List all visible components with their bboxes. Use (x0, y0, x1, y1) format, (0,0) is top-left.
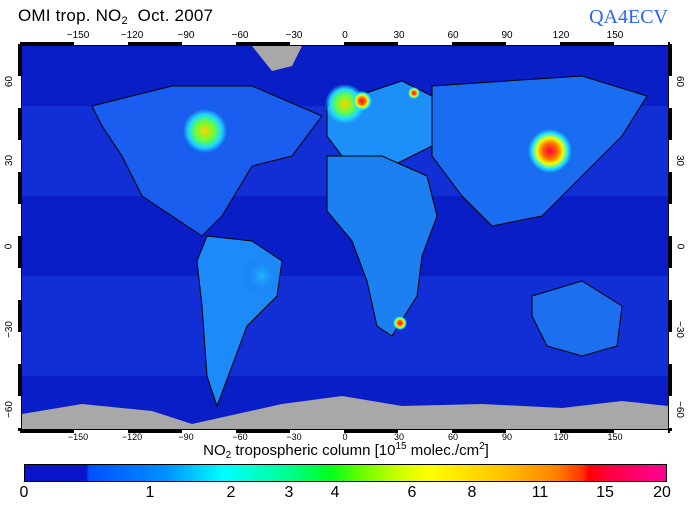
lon-tick: 30 (393, 30, 405, 41)
lat-tick: −60 (673, 401, 685, 418)
lat-tick: 0 (674, 243, 686, 250)
lon-tick: 120 (552, 30, 570, 41)
lon-tick: 0 (342, 432, 348, 442)
lat-tick: −30 (3, 321, 15, 338)
lon-tick: −120 (120, 30, 144, 41)
colorbar-label: 0 (19, 484, 29, 501)
lon-tick: −150 (66, 30, 90, 41)
colorbar-label: 1 (145, 484, 155, 501)
colorbar-label: 4 (330, 484, 340, 501)
lon-tick: −90 (178, 432, 194, 442)
lon-tick: 90 (501, 30, 513, 41)
colorbar (24, 464, 667, 482)
colorbar-label: 8 (467, 484, 477, 501)
lon-tick: −60 (231, 30, 249, 41)
lon-tick: −30 (286, 432, 302, 442)
no2-map[interactable] (20, 44, 670, 431)
lat-tick: 60 (4, 75, 16, 88)
colorbar-label: 6 (407, 484, 417, 501)
brand-label: QA4ECV (589, 6, 668, 28)
lon-tick: −150 (67, 432, 89, 442)
lat-tick: −60 (3, 401, 15, 418)
lat-tick: 30 (4, 154, 16, 167)
colorbar-label: 2 (226, 484, 236, 501)
lon-tick: −60 (232, 432, 248, 442)
lon-tick: 0 (342, 30, 348, 41)
lat-tick: 0 (3, 243, 15, 250)
lon-tick: 30 (393, 432, 405, 442)
lon-tick: −30 (285, 30, 303, 41)
map-frame-top (20, 42, 670, 45)
world-map-graphic (22, 46, 668, 429)
map-frame-left (18, 44, 21, 431)
lat-tick: −30 (673, 321, 685, 338)
colorbar-label: 11 (531, 484, 549, 501)
lat-tick: 30 (674, 154, 686, 167)
map-frame-bottom (20, 430, 670, 433)
lon-tick: 120 (553, 432, 569, 442)
lat-tick: 60 (674, 75, 686, 88)
colorbar-label: 3 (284, 484, 294, 501)
map-frame-right (669, 44, 672, 431)
colorbar-label: 20 (653, 484, 671, 501)
colorbar-title: NO2 tropospheric column [1015 molec./cm2… (203, 441, 489, 461)
lon-tick: −120 (121, 432, 143, 442)
lon-tick: 90 (501, 432, 513, 442)
lon-tick: 150 (606, 30, 624, 41)
lon-tick: −90 (177, 30, 195, 41)
lon-tick: 60 (447, 30, 459, 41)
map-title: OMI trop. NO2 Oct. 2007 (18, 6, 214, 27)
lon-tick: 60 (447, 432, 459, 442)
colorbar-label: 15 (596, 484, 614, 501)
lon-tick: 150 (607, 432, 623, 442)
